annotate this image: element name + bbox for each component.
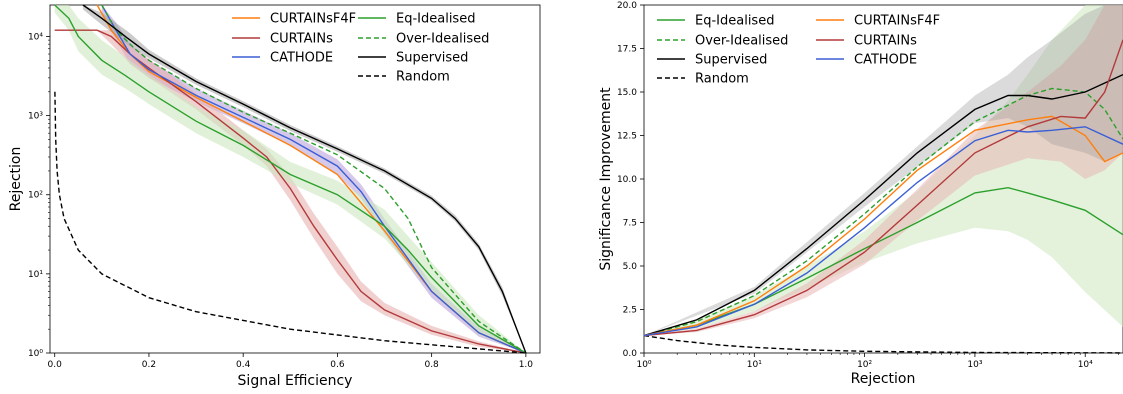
uncertainty-band-2: [54, 5, 526, 353]
legend: CURTAINsF4F CURTAINs CATHODE Eq-Idealised Ov…: [232, 12, 489, 85]
series-lines: [54, 4, 527, 354]
uncertainty-bands: [644, 5, 1123, 336]
y-tick-label: 10⁴: [28, 32, 43, 42]
y-tick-label: 5.0: [623, 262, 638, 272]
uncertainty-band-0: [644, 5, 1123, 336]
roc-rejection-chart: 0.0 0.2 0.4 0.6 0.8 1.0 10⁰ 10¹ 10² 10³ 10⁴ Signa…: [8, 4, 541, 389]
series-line-eq-idealised: [54, 4, 527, 354]
series-line-cathode: [101, 4, 527, 354]
y-axis-label: Rejection: [8, 147, 24, 212]
legend-label-random: Random: [396, 70, 450, 85]
y-tick-label: 17.5: [617, 45, 637, 55]
legend-label-eq-idealised: Eq-Idealised: [396, 12, 475, 27]
y-tick-label: 2.5: [623, 306, 637, 316]
legend-label-curtainsf4f: CURTAINsF4F: [270, 12, 356, 27]
x-tick-label: 0.2: [142, 360, 156, 370]
series-line-curtains: [643, 39, 1123, 337]
y-ticks: 0.0 2.5 5.0 7.5 10.0 12.5 15.0 17.5 20.0: [617, 1, 644, 359]
x-tick-label: 0.0: [48, 360, 63, 370]
uncertainty-band-3: [83, 5, 526, 353]
x-axis-label: Signal Efficiency: [238, 373, 353, 389]
series-line-curtains: [54, 29, 527, 354]
x-tick-label: 10⁴: [1078, 360, 1093, 370]
x-tick-label: 10⁰: [636, 360, 651, 370]
x-tick-label: 10³: [967, 360, 982, 370]
y-tick-label: 15.0: [617, 88, 637, 98]
y-tick-label: 0.0: [623, 349, 638, 359]
y-axis-label: Significance Improvement: [598, 87, 614, 271]
series-line-supervised: [643, 73, 1123, 337]
x-tick-label: 10¹: [747, 360, 762, 370]
legend-label-supervised: Supervised: [695, 53, 767, 68]
x-ticks: 0.0 0.2 0.4 0.6 0.8 1.0: [48, 353, 534, 370]
legend-label-eq-idealised: Eq-Idealised: [695, 14, 774, 29]
series-line-supervised: [82, 4, 527, 354]
uncertainty-band-2: [644, 5, 1123, 336]
legend-label-curtains: CURTAINs: [270, 32, 333, 47]
legend-label-cathode: CATHODE: [270, 51, 333, 66]
legend-label-curtains: CURTAINs: [854, 34, 917, 49]
series-line-over-idealised: [643, 87, 1123, 337]
x-tick-label: 0.8: [424, 360, 439, 370]
series-line-over-idealised: [101, 4, 527, 354]
legend-label-cathode: CATHODE: [854, 53, 917, 68]
x-tick-label: 1.0: [519, 360, 534, 370]
x-ticks: 10⁰ 10¹ 10² 10³ 10⁴: [636, 353, 1119, 370]
y-tick-label: 10.0: [617, 175, 637, 185]
y-tick-label: 12.5: [617, 132, 637, 142]
y-tick-label: 7.5: [623, 219, 637, 229]
legend-label-random: Random: [695, 72, 749, 87]
legend: Eq-Idealised Over-Idealised Supervised Rand…: [657, 14, 940, 87]
x-tick-label: 10²: [857, 360, 872, 370]
y-tick-label: 20.0: [617, 1, 637, 11]
x-tick-label: 0.6: [330, 360, 345, 370]
x-axis-label: Rejection: [851, 371, 916, 387]
legend-label-curtainsf4f: CURTAINsF4F: [854, 14, 940, 29]
y-tick-label: 10³: [28, 112, 43, 122]
legend-label-over-idealised: Over-Idealised: [695, 34, 788, 49]
y-ticks: 10⁰ 10¹ 10² 10³ 10⁴: [28, 32, 50, 359]
series-line-curtainsf4f: [643, 115, 1123, 337]
y-tick-label: 10¹: [28, 270, 43, 280]
y-tick-label: 10²: [28, 191, 43, 201]
legend-label-supervised: Supervised: [396, 51, 468, 66]
x-tick-label: 0.4: [236, 360, 251, 370]
y-tick-label: 10⁰: [28, 349, 43, 359]
series-line-random: [54, 91, 526, 354]
significance-chart: 10⁰ 10¹ 10² 10³ 10⁴ 0.0 2.5 5.0 7.5 10.0 12.5 15.0…: [598, 1, 1123, 387]
series-lines: [643, 39, 1123, 354]
uncertainty-bands: [54, 5, 526, 353]
legend-label-over-idealised: Over-Idealised: [396, 32, 489, 47]
series-line-cathode: [643, 126, 1123, 337]
series-line-random: [643, 334, 1123, 354]
